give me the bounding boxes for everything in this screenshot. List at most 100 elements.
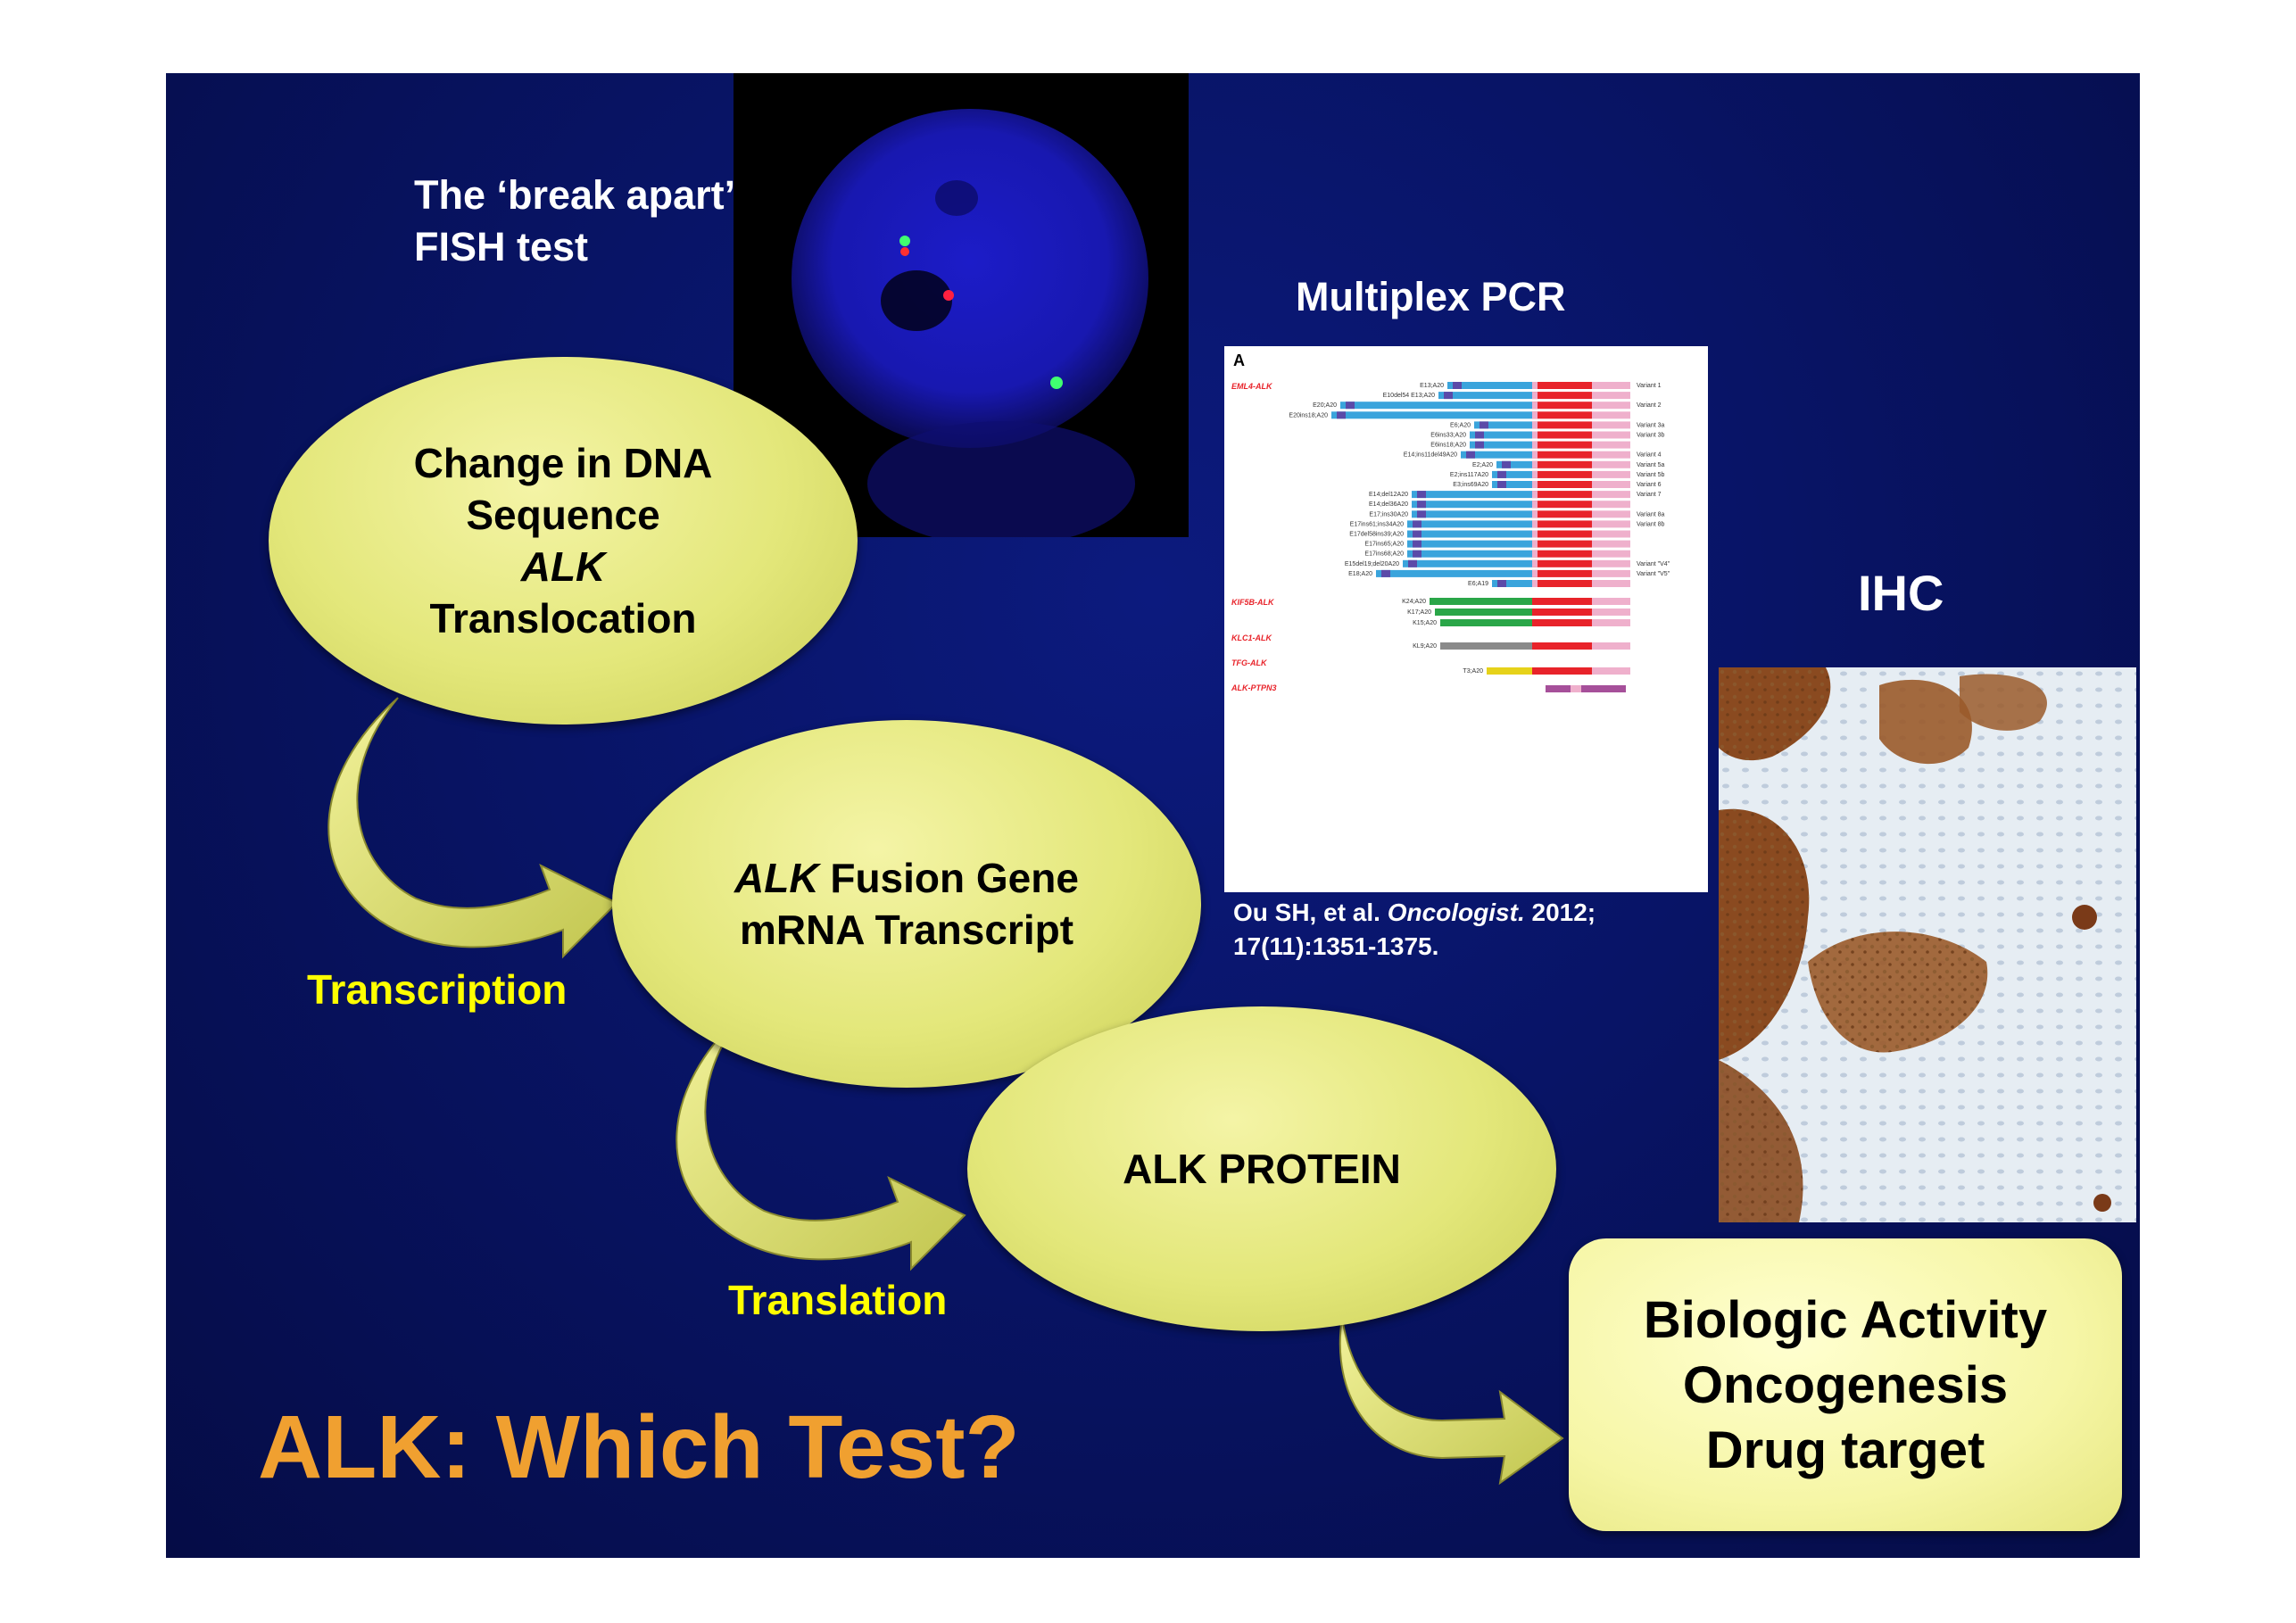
- pcr-group-label: ALK-PTPN3: [1231, 683, 1277, 692]
- pcr-bar-alk-kinase: [1532, 431, 1592, 439]
- pcr-variant-label: Variant "V4": [1637, 561, 1670, 567]
- pcr-bar-purple: [1480, 421, 1488, 429]
- pcr-row-label: E2;ins117A20: [1450, 472, 1488, 478]
- transcription-arrow: [327, 697, 618, 959]
- pcr-bar-eml4: [1376, 569, 1532, 577]
- pcr-bar-alk-tail: [1592, 510, 1630, 518]
- pcr-bar-eml4: [1461, 451, 1532, 459]
- pcr-bar-alk-tail: [1592, 491, 1630, 499]
- pcr-bar-alk-kinase: [1532, 510, 1592, 518]
- dna-change-oval: Change in DNA Sequence ALK Translocation: [269, 357, 858, 725]
- pcr-label: Multiplex PCR: [1296, 274, 1566, 319]
- pcr-bar-tfg: [1487, 667, 1532, 675]
- pcr-bar-alk-tail: [1592, 501, 1630, 509]
- pcr-bar-purple: [1453, 382, 1462, 389]
- pcr-bar-eml4: [1470, 431, 1532, 439]
- pcr-bar-eml4: [1470, 441, 1532, 449]
- pcr-group-label: KLC1-ALK: [1231, 633, 1272, 642]
- pcr-variant-label: Variant 8b: [1637, 521, 1664, 527]
- pcr-group-label: TFG-ALK: [1231, 658, 1268, 667]
- pcr-bar-alk-tail: [1592, 402, 1630, 410]
- pcr-row-label: E20;A20: [1313, 402, 1337, 409]
- pcr-bar-tm: [1532, 491, 1538, 499]
- pcr-bar-tm: [1532, 520, 1538, 528]
- pcr-row-label: E17ins68;A20: [1364, 551, 1404, 558]
- mrna-transcript-oval: ALK Fusion Gene mRNA Transcript: [612, 720, 1201, 1088]
- fish-red-dot: [900, 247, 909, 256]
- ihc-image: [1719, 667, 2136, 1222]
- pcr-bar-alk-kinase: [1532, 470, 1592, 478]
- pcr-row-label: E13;A20: [1420, 383, 1444, 389]
- pcr-variant-label: Variant 5a: [1637, 462, 1664, 468]
- pcr-row-label: E14;del12A20: [1369, 492, 1408, 498]
- pcr-row-label: E6ins18;A20: [1430, 443, 1466, 449]
- pcr-figure: A EML4-ALK E13;A20 Variant 1 E10del54 E13;A…: [1224, 346, 1708, 892]
- pcr-bar-purple: [1497, 470, 1506, 478]
- flow-arrows: [327, 697, 1564, 1486]
- pcr-bar-kif5b: [1440, 619, 1532, 626]
- pcr-bar-alk-tail: [1592, 411, 1630, 419]
- pcr-bar-tm: [1532, 411, 1538, 419]
- pcr-bar-purple: [1413, 530, 1422, 538]
- pcr-bar-eml4: [1474, 421, 1532, 429]
- pcr-row-label: E6;A19: [1468, 581, 1488, 587]
- pcr-row-label: E20ins18;A20: [1289, 412, 1328, 418]
- pcr-variant-label: Variant 8a: [1637, 511, 1664, 518]
- alk-protein-oval: ALK PROTEIN: [967, 1006, 1556, 1331]
- pcr-bar-eml4: [1412, 510, 1532, 518]
- pcr-bar-alk-kinase: [1532, 392, 1592, 400]
- pcr-bar-eml4: [1492, 481, 1532, 488]
- pcr-bar-alk-kinase: [1532, 460, 1592, 468]
- slide: The ‘break apart’ FISH test Multiplex PC…: [166, 73, 2140, 1558]
- pcr-row-label: E6ins33;A20: [1430, 433, 1466, 439]
- pcr-row-label: E6;A20: [1450, 422, 1471, 428]
- pcr-bar-tm: [1532, 550, 1538, 558]
- pcr-bar-tm: [1532, 460, 1538, 468]
- pcr-bar-purple: [1417, 491, 1426, 499]
- pcr-variant-label: Variant 6: [1637, 482, 1662, 488]
- pcr-bar-purple: [1413, 540, 1422, 548]
- pcr-bar-eml4: [1438, 392, 1532, 400]
- pcr-bar-eml4: [1412, 501, 1532, 509]
- pcr-bar-tm: [1532, 501, 1538, 509]
- pcr-row-label: E14;del36A20: [1369, 501, 1408, 508]
- pcr-bar-alk-tail: [1592, 550, 1630, 558]
- pcr-bar-klc1: [1440, 642, 1532, 650]
- pcr-bar-kif5b: [1430, 598, 1532, 605]
- pcr-bar-alk-kinase: [1532, 609, 1592, 616]
- pcr-bar-purple: [1502, 460, 1511, 468]
- pcr-bar-eml4: [1403, 559, 1532, 567]
- pcr-bar-purple: [1417, 501, 1426, 509]
- pcr-bar-alk-kinase: [1532, 580, 1592, 587]
- pcr-bar-alk-tail: [1592, 441, 1630, 449]
- pcr-bar-alk-kinase: [1532, 598, 1592, 605]
- pcr-row-label: E14;ins11del49A20: [1404, 452, 1457, 459]
- pcr-bar-tm: [1532, 580, 1538, 587]
- pcr-bar-alk-tail: [1592, 382, 1630, 389]
- pcr-bar-eml4: [1331, 411, 1532, 419]
- pcr-bar-purple: [1413, 520, 1422, 528]
- pcr-bar-tm: [1532, 470, 1538, 478]
- pcr-bar-alk-tail: [1592, 569, 1630, 577]
- fish-red-dot: [943, 290, 954, 301]
- pcr-bar-eml4: [1412, 491, 1532, 499]
- pcr-bar-alk-tail: [1592, 460, 1630, 468]
- pcr-bar-purple: [1381, 569, 1390, 577]
- pcr-bar-tm: [1532, 421, 1538, 429]
- pcr-bar-tm: [1532, 540, 1538, 548]
- pcr-bar-alk-kinase: [1532, 481, 1592, 488]
- pcr-bar-tm: [1532, 510, 1538, 518]
- pcr-bar-tm: [1532, 451, 1538, 459]
- pcr-bar-tm: [1532, 530, 1538, 538]
- pcr-bar-alk-tail: [1592, 392, 1630, 400]
- pcr-panel-letter: A: [1233, 352, 1245, 369]
- pcr-bar-alk-kinase: [1532, 642, 1592, 650]
- pcr-bar-alk-tail: [1592, 598, 1630, 605]
- pcr-bar-alk-kinase: [1532, 501, 1592, 509]
- pcr-row-label: E17del58ins39;A20: [1349, 532, 1404, 538]
- pcr-bar-alk-tail: [1592, 421, 1630, 429]
- pcr-row-label: KL9;A20: [1413, 643, 1437, 650]
- pcr-bar-alk-tail: [1592, 520, 1630, 528]
- translation-label: Translation: [728, 1277, 948, 1323]
- pcr-bar-alk-kinase: [1532, 530, 1592, 538]
